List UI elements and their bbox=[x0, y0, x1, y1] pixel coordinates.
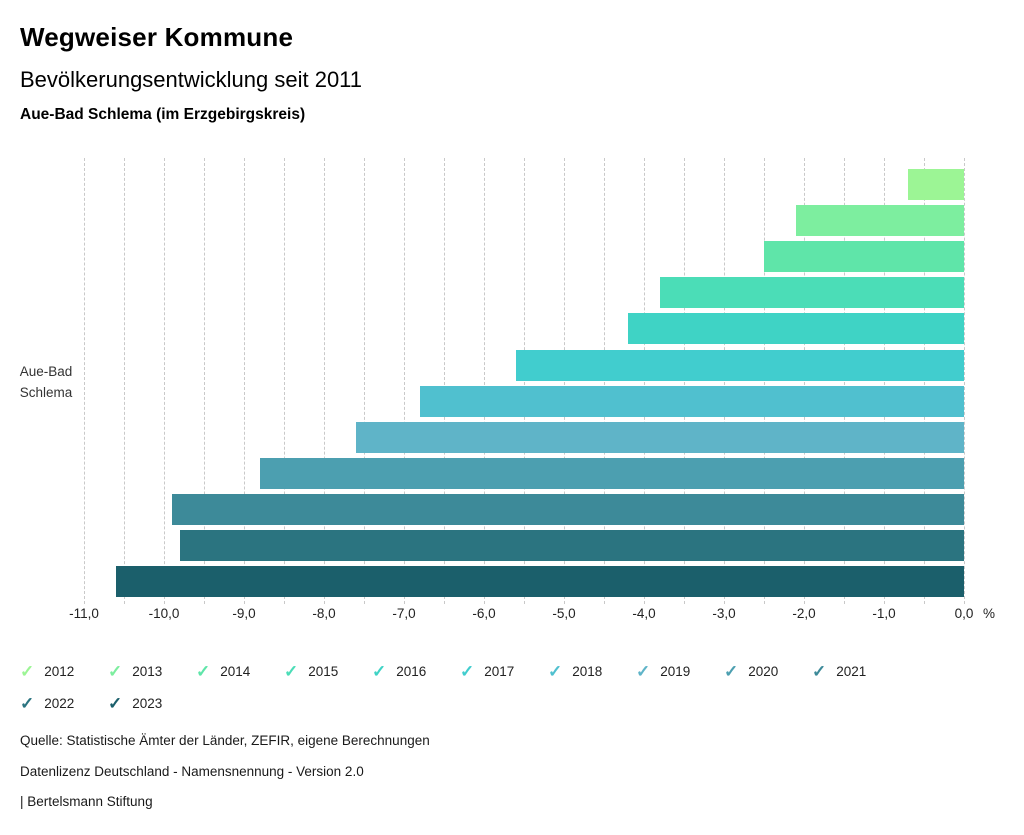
legend-year-label: 2020 bbox=[748, 663, 779, 679]
x-axis-label: -3,0 bbox=[712, 606, 736, 621]
gridline bbox=[644, 158, 645, 604]
legend-item-2019[interactable]: ✓ 2019 bbox=[636, 655, 724, 687]
bar-2016[interactable] bbox=[628, 313, 964, 344]
check-icon: ✓ bbox=[812, 661, 827, 681]
bar-2012[interactable] bbox=[908, 169, 964, 200]
footer-license: Datenlizenz Deutschland - Namensnennung … bbox=[20, 764, 364, 779]
bar-2019[interactable] bbox=[356, 422, 964, 453]
category-label-line2: Schlema bbox=[19, 385, 73, 400]
legend-year-label: 2017 bbox=[484, 663, 515, 679]
gridline bbox=[84, 158, 85, 604]
gridline bbox=[564, 158, 565, 604]
legend-year-label: 2021 bbox=[836, 663, 867, 679]
x-axis-label: -11,0 bbox=[69, 606, 99, 621]
legend-year-label: 2022 bbox=[44, 695, 75, 711]
page-title: Wegweiser Kommune bbox=[20, 22, 294, 52]
legend-year-label: 2012 bbox=[44, 663, 75, 679]
legend-item-2013[interactable]: ✓ 2013 bbox=[108, 655, 196, 687]
check-icon: ✓ bbox=[548, 661, 563, 681]
gridline bbox=[724, 158, 725, 604]
gridline bbox=[524, 158, 525, 604]
legend-item-2018[interactable]: ✓ 2018 bbox=[548, 655, 636, 687]
x-axis-label: -5,0 bbox=[552, 606, 576, 621]
legend-item-2020[interactable]: ✓ 2020 bbox=[724, 655, 812, 687]
gridline bbox=[924, 158, 925, 604]
gridline bbox=[164, 158, 165, 604]
x-axis-label: -2,0 bbox=[792, 606, 816, 621]
check-icon: ✓ bbox=[108, 661, 123, 681]
x-axis-unit-label: % bbox=[983, 606, 996, 621]
check-icon: ✓ bbox=[196, 661, 211, 681]
x-axis-label: 0,0 bbox=[954, 606, 974, 621]
check-icon: ✓ bbox=[20, 693, 35, 713]
legend-year-label: 2014 bbox=[220, 663, 251, 679]
gridline bbox=[844, 158, 845, 604]
check-icon: ✓ bbox=[20, 661, 35, 681]
x-axis-label: -9,0 bbox=[232, 606, 256, 621]
legend-year-label: 2015 bbox=[308, 663, 339, 679]
gridline bbox=[124, 158, 125, 604]
legend-item-2012[interactable]: ✓ 2012 bbox=[20, 655, 108, 687]
legend-item-2014[interactable]: ✓ 2014 bbox=[196, 655, 284, 687]
bar-2013[interactable] bbox=[796, 205, 964, 236]
x-axis-label: -1,0 bbox=[872, 606, 896, 621]
chart-subtitle: Bevölkerungsentwicklung seit 2011 bbox=[20, 67, 363, 92]
bar-2021[interactable] bbox=[172, 494, 964, 525]
category-label: Aue-Bad Schlema bbox=[8, 361, 84, 403]
region-label: Aue-Bad Schlema (im Erzgebirgskreis) bbox=[20, 106, 306, 123]
x-axis-label: -4,0 bbox=[632, 606, 656, 621]
bar-2018[interactable] bbox=[420, 386, 964, 417]
gridline bbox=[324, 158, 325, 604]
legend-item-2023[interactable]: ✓ 2023 bbox=[108, 687, 196, 719]
legend-year-label: 2018 bbox=[572, 663, 603, 679]
legend-year-label: 2016 bbox=[396, 663, 427, 679]
check-icon: ✓ bbox=[636, 661, 651, 681]
gridline bbox=[964, 158, 965, 604]
legend: ✓ 2012 ✓ 2013 ✓ 2014 ✓ 2015 ✓ 2016 ✓ 2017 ✓ 2018 ✓ 2019… bbox=[20, 655, 912, 719]
legend-item-2015[interactable]: ✓ 2015 bbox=[284, 655, 372, 687]
gridline bbox=[684, 158, 685, 604]
gridline bbox=[884, 158, 885, 604]
x-axis-label: -6,0 bbox=[472, 606, 496, 621]
footer-attribution: | Bertelsmann Stiftung bbox=[20, 794, 153, 809]
check-icon: ✓ bbox=[460, 661, 475, 681]
legend-item-2021[interactable]: ✓ 2021 bbox=[812, 655, 900, 687]
check-icon: ✓ bbox=[724, 661, 739, 681]
legend-item-2017[interactable]: ✓ 2017 bbox=[460, 655, 548, 687]
gridline bbox=[444, 158, 445, 604]
legend-year-label: 2013 bbox=[132, 663, 163, 679]
bar-2020[interactable] bbox=[260, 458, 964, 489]
bar-2015[interactable] bbox=[660, 277, 964, 308]
chart-plot-area bbox=[84, 158, 965, 604]
x-axis-label: -10,0 bbox=[148, 606, 180, 621]
legend-year-label: 2023 bbox=[132, 695, 163, 711]
check-icon: ✓ bbox=[284, 661, 299, 681]
legend-item-2016[interactable]: ✓ 2016 bbox=[372, 655, 460, 687]
bar-2017[interactable] bbox=[516, 350, 964, 381]
category-label-line1: Aue-Bad bbox=[19, 364, 73, 379]
gridline bbox=[364, 158, 365, 604]
gridline bbox=[244, 158, 245, 604]
gridline bbox=[404, 158, 405, 604]
bar-2023[interactable] bbox=[116, 566, 964, 597]
x-axis: -11,0 -10,0 -9,0 -8,0 -7,0 -6,0 -5,0 -4,0 -3,0 -2… bbox=[69, 606, 973, 626]
gridline bbox=[804, 158, 805, 604]
x-axis-label: -8,0 bbox=[312, 606, 336, 621]
legend-item-2022[interactable]: ✓ 2022 bbox=[20, 687, 108, 719]
footer-source: Quelle: Statistische Ämter der Länder, Z… bbox=[20, 733, 430, 748]
gridline bbox=[764, 158, 765, 604]
bar-2022[interactable] bbox=[180, 530, 964, 561]
check-icon: ✓ bbox=[372, 661, 387, 681]
bar-2014[interactable] bbox=[764, 241, 964, 272]
check-icon: ✓ bbox=[108, 693, 123, 713]
gridline bbox=[484, 158, 485, 604]
gridline bbox=[284, 158, 285, 604]
legend-year-label: 2019 bbox=[660, 663, 691, 679]
gridline bbox=[604, 158, 605, 604]
x-axis-label: -7,0 bbox=[392, 606, 416, 621]
gridline bbox=[204, 158, 205, 604]
